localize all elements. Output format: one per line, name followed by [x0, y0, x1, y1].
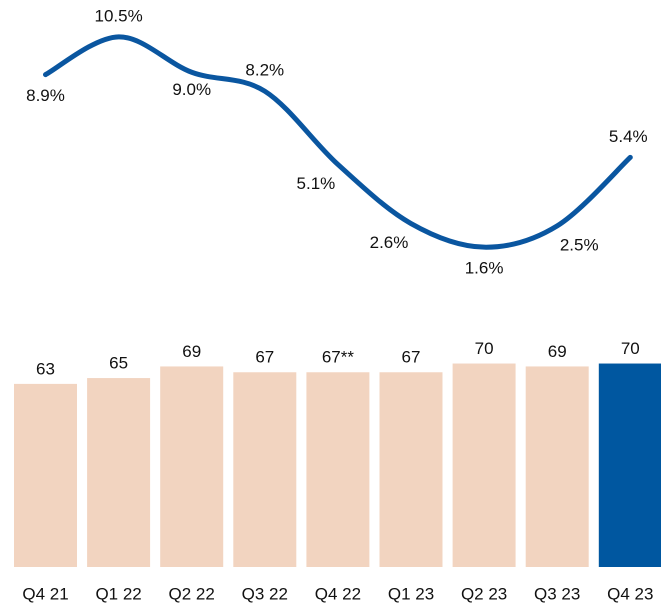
x-tick-label: Q3 23 — [534, 584, 580, 603]
data-label: 9.0% — [172, 80, 211, 99]
bar — [14, 383, 77, 567]
data-label: 5.4% — [609, 127, 648, 146]
data-label: 10.5% — [94, 6, 142, 25]
x-tick-label: Q2 23 — [461, 584, 507, 603]
data-label: 70 — [475, 339, 494, 358]
x-tick-label: Q2 22 — [169, 584, 215, 603]
data-label: 65 — [109, 354, 128, 373]
bar — [598, 363, 661, 567]
data-label: 69 — [548, 342, 567, 361]
data-label: 67** — [322, 348, 355, 367]
bar — [452, 363, 516, 567]
bar — [160, 366, 224, 567]
data-label: 8.2% — [245, 61, 284, 80]
data-label: 5.1% — [297, 174, 336, 193]
data-label: 2.5% — [560, 235, 599, 254]
x-tick-label: Q4 23 — [607, 584, 653, 603]
bar — [233, 372, 297, 567]
x-tick-label: Q1 23 — [388, 584, 434, 603]
data-label: 69 — [182, 342, 201, 361]
data-label: 63 — [36, 359, 55, 378]
data-label: 1.6% — [465, 259, 504, 278]
x-tick-label: Q1 22 — [95, 584, 141, 603]
line — [43, 34, 633, 250]
x-tick-label: Q3 22 — [242, 584, 288, 603]
bar — [306, 372, 370, 567]
data-label: 67 — [255, 348, 274, 367]
bar — [379, 372, 443, 567]
bar — [525, 366, 589, 567]
data-label: 70 — [621, 339, 640, 358]
x-tick-label: Q4 22 — [315, 584, 361, 603]
x-tick-label: Q4 21 — [22, 584, 68, 603]
data-label: 67 — [402, 348, 421, 367]
bar — [87, 378, 151, 567]
data-label: 8.9% — [26, 86, 65, 105]
data-label: 2.6% — [370, 233, 409, 252]
